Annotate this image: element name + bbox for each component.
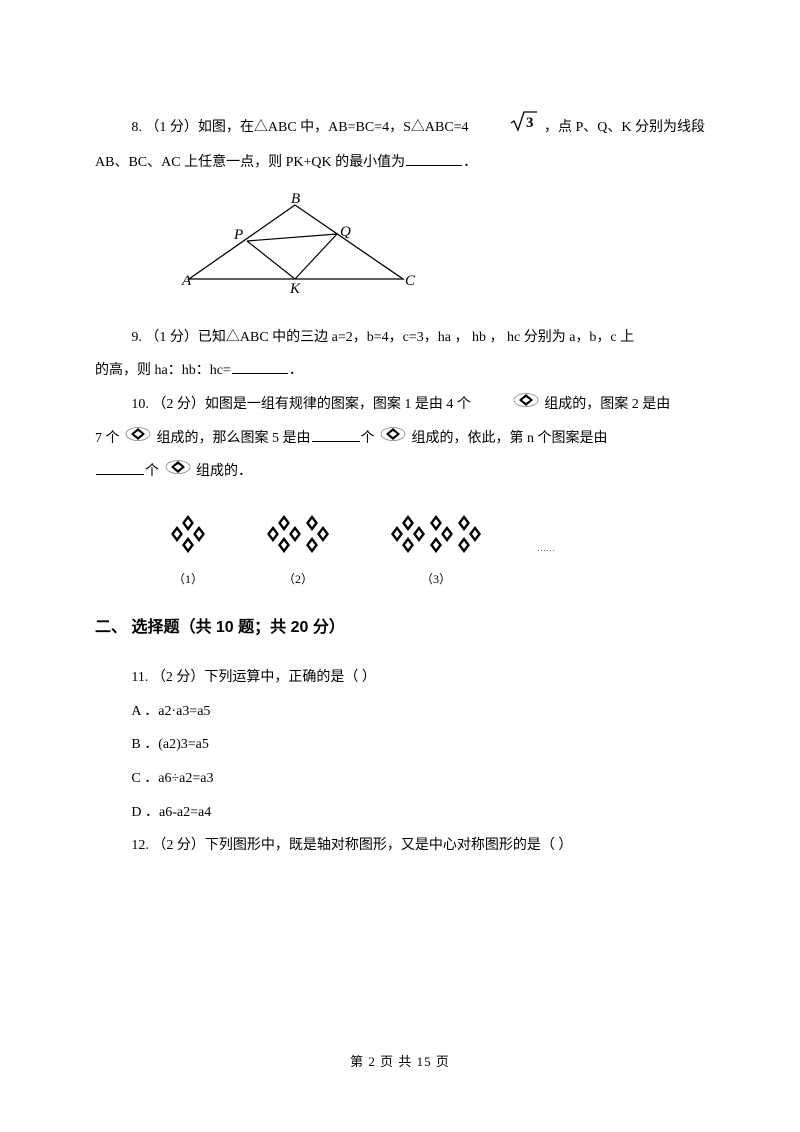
lbl-K: K — [289, 281, 301, 293]
q10-line1: 10. （2 分）如图是一组有规律的图案，图案 1 是由 4 个 组成的，图案 … — [95, 388, 705, 422]
sqrt3-icon: 3 — [474, 110, 538, 146]
q10-text-f: 组成的，依此，第 n 个图案是由 — [412, 431, 608, 446]
pattern-1: （1） — [165, 511, 211, 587]
blank-q8 — [406, 152, 462, 166]
q11-stem: 11. （2 分）下列运算中，正确的是（ ） — [95, 661, 705, 695]
lbl-B: B — [291, 193, 300, 207]
q9-line2: 的高，则 ha：hb：hc= ． — [95, 354, 705, 388]
page-footer: 第 2 页 共 15 页 — [0, 1051, 800, 1070]
lbl-C: C — [405, 273, 416, 289]
q9-line1: 9. （1 分）已知△ABC 中的三边 a=2，b=4，c=3，ha ， hb … — [95, 321, 705, 355]
q8-text-c: AB、BC、AC 上任意一点，则 PK+QK 的最小值为 — [95, 155, 405, 170]
q8-text-b: ，点 P、Q、K 分别为线段 — [544, 120, 705, 135]
blank-q10a — [312, 428, 360, 442]
q10-line2: 7 个 组成的，那么图案 5 是由 个 组成的，依此，第 n 个图案是由 — [95, 422, 705, 456]
q10-text-c: 7 个 — [95, 431, 123, 446]
q10-text-h: 组成的． — [196, 464, 252, 479]
triangle-figure: A B C P Q K — [177, 193, 705, 307]
q9-text-a: 9. （1 分）已知△ABC 中的三边 a=2，b=4，c=3，ha ， hb … — [131, 330, 634, 345]
lbl-A: A — [181, 273, 192, 289]
q12-stem: 12. （2 分）下列图形中，既是轴对称图形，又是中心对称图形的是（ ） — [95, 829, 705, 863]
svg-text:3: 3 — [526, 115, 534, 131]
q10-text-a: 10. （2 分）如图是一组有规律的图案，图案 1 是由 4 个 — [131, 397, 474, 412]
q11-option-c: C ．a6÷a2=a3 — [95, 762, 705, 796]
diamond-icon — [476, 388, 538, 422]
pattern-cap-1: （1） — [165, 572, 211, 586]
pattern-figures: （1） （2） — [165, 511, 705, 587]
blank-q9 — [232, 361, 288, 375]
lbl-Q: Q — [340, 224, 351, 240]
q10-line3: 个 组成的． — [95, 455, 705, 489]
q11-option-a: A ．a2·a3=a5 — [95, 695, 705, 729]
diamond-icon — [380, 422, 406, 456]
q9-text-b: 的高，则 ha：hb：hc= — [95, 363, 231, 378]
q8-line1: 8. （1 分）如图，在△ABC 中，AB=BC=4，S△ABC=4 3 ，点 … — [95, 110, 705, 146]
q10-text-b: 组成的，图案 2 是由 — [544, 397, 670, 412]
q8-text-d: ． — [463, 155, 477, 170]
pattern-cap-3: （3） — [385, 572, 487, 586]
diamond-icon — [125, 422, 151, 456]
blank-q10b — [96, 462, 144, 476]
q11-option-d: D ．a6-a2=a4 — [95, 796, 705, 830]
pattern-cap-2: （2） — [261, 572, 335, 586]
q10-text-g: 个 — [145, 464, 163, 479]
q8-text-a: 8. （1 分）如图，在△ABC 中，AB=BC=4，S△ABC=4 — [131, 120, 472, 135]
diamond-icon — [165, 455, 191, 489]
ellipsis: …… — [537, 538, 555, 560]
lbl-P: P — [233, 227, 243, 243]
q9-text-c: ． — [289, 363, 303, 378]
q8-line2: AB、BC、AC 上任意一点，则 PK+QK 的最小值为 ． — [95, 146, 705, 180]
q10-text-e: 个 — [361, 431, 379, 446]
q11-option-b: B ．(a2)3=a5 — [95, 728, 705, 762]
pattern-3: （3） — [385, 511, 487, 587]
pattern-2: （2） — [261, 511, 335, 587]
q10-text-d: 组成的，那么图案 5 是由 — [157, 431, 311, 446]
section-2-heading: 二、 选择题（共 10 题；共 20 分） — [95, 609, 705, 647]
